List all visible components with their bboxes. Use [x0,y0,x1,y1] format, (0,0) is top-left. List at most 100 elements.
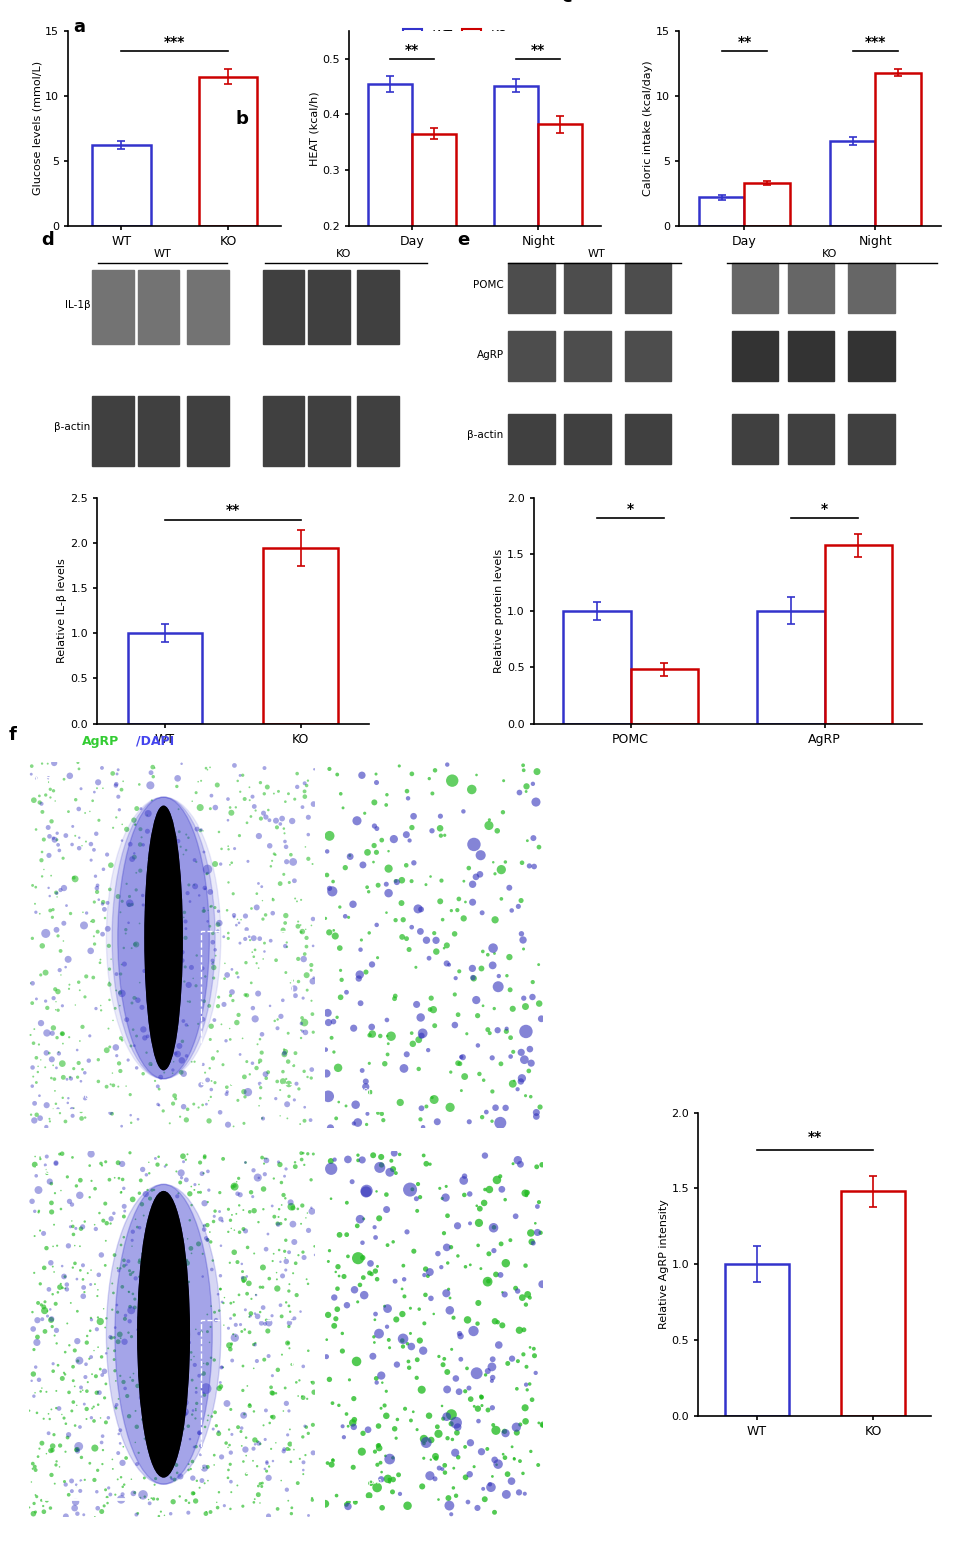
Point [502,1044,517,1069]
Point [182,1427,198,1452]
Point [57,1362,73,1386]
Point [469,1312,484,1337]
Point [414,1474,429,1498]
Point [48,1091,64,1116]
Point [174,1383,190,1408]
Point [81,1153,97,1178]
Point [270,1212,286,1237]
Point [32,1083,47,1108]
Point [346,1111,361,1136]
Point [367,1225,383,1249]
Point [257,1456,272,1481]
Point [33,1379,48,1404]
Point [297,1010,312,1035]
Point [173,1060,189,1085]
Point [141,1211,156,1235]
Point [143,1053,159,1078]
Point [266,1405,281,1430]
Point [246,1399,262,1424]
Point [178,1488,194,1512]
Text: **: ** [531,42,545,56]
Point [32,901,47,926]
Point [38,1055,53,1080]
Point [191,1321,206,1346]
Point [368,1179,384,1204]
Point [204,948,220,972]
Point [82,1450,98,1475]
Bar [308,397,350,465]
Point [425,997,441,1022]
Point [172,1366,188,1391]
Point [531,834,547,859]
Point [164,1376,179,1400]
Point [117,1307,133,1332]
Point [90,1335,106,1360]
Text: KO: KO [35,1165,52,1176]
Point [399,778,415,803]
Point [250,982,266,1007]
Point [362,1470,378,1495]
Point [193,1433,208,1458]
Point [45,906,60,930]
Point [116,1225,132,1249]
Point [23,1469,39,1494]
Point [216,924,232,949]
Point [103,1324,118,1349]
Point [331,895,347,920]
Point [521,854,537,879]
Point [299,769,315,794]
Ellipse shape [144,806,182,1069]
Point [48,1151,64,1176]
Point [170,766,185,790]
Point [502,1228,517,1253]
Point [64,1469,79,1494]
Point [528,1155,544,1179]
Point [524,1388,540,1413]
Point [304,969,320,994]
Point [172,820,187,845]
Point [259,1148,274,1173]
Point [71,969,86,994]
Point [320,1450,335,1475]
Point [103,1072,118,1097]
Point [323,1148,338,1173]
Point [300,1218,316,1243]
Point [46,985,61,1010]
Point [181,1270,197,1295]
Point [489,1018,505,1043]
Point [484,1046,499,1071]
Point [395,1057,411,1081]
Point [48,1396,64,1421]
Point [462,1211,478,1235]
Point [71,756,86,781]
Point [207,851,223,876]
Point [200,1212,215,1237]
Point [484,1354,499,1379]
Point [458,1021,474,1046]
Point [379,783,394,808]
Point [228,1312,243,1337]
Point [320,1085,335,1109]
Point [141,1161,157,1186]
Point [264,1436,279,1461]
Point [131,1265,146,1290]
Point [66,1221,81,1246]
Point [409,993,424,1018]
Point [86,780,102,804]
Point [339,1293,355,1318]
Point [287,1155,302,1179]
Point [135,1407,150,1432]
Point [65,1145,80,1170]
Point [399,1220,415,1245]
Point [110,884,126,909]
Point [130,1318,145,1343]
Point [254,1039,269,1064]
Point [93,1243,109,1268]
Point [281,1085,297,1109]
Point [55,929,71,954]
Point [512,780,527,804]
Point [298,1267,314,1291]
Point [189,943,204,968]
Bar [138,397,179,465]
Point [517,780,533,804]
